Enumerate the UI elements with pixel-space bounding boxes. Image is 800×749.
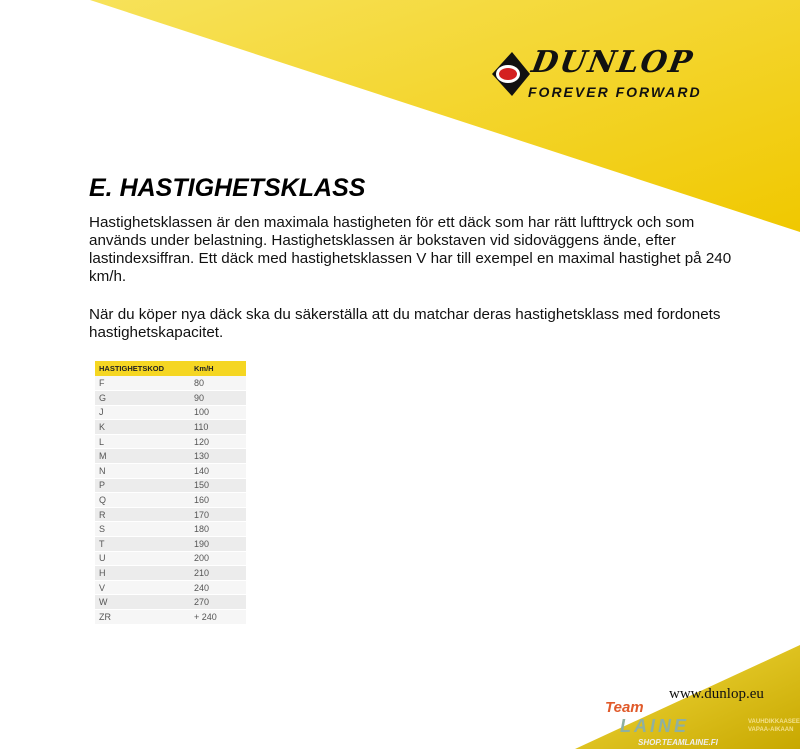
table-row: G 90	[95, 390, 246, 406]
table-row: ZR + 240	[95, 609, 246, 625]
speed-kmh: 270	[190, 594, 246, 610]
speed-code: ZR	[95, 609, 190, 625]
speed-kmh: 110	[190, 419, 246, 435]
table-row: K 110	[95, 419, 246, 435]
brand-tagline: FOREVER FORWARD	[528, 84, 702, 100]
speed-kmh: 240	[190, 580, 246, 596]
table-row: R 170	[95, 507, 246, 523]
speed-kmh: 140	[190, 463, 246, 479]
watermark-team: Team	[605, 699, 644, 716]
speed-kmh: 120	[190, 434, 246, 450]
table-row: V 240	[95, 580, 246, 596]
bottom-yellow-band	[575, 645, 800, 749]
table-row: P 150	[95, 478, 246, 494]
header-kmh: Km/H	[190, 361, 246, 376]
speed-code: M	[95, 448, 190, 465]
speed-code: W	[95, 594, 190, 610]
watermark-laine: LAINE	[620, 716, 689, 736]
speed-code: Q	[95, 492, 190, 508]
speed-kmh: 200	[190, 551, 246, 567]
speed-code: G	[95, 390, 190, 406]
speed-kmh: 90	[190, 390, 246, 406]
speed-kmh: 100	[190, 405, 246, 421]
watermark-side-text: VAUHDIKKAASEEN VAPAA-AIKAAN	[748, 718, 800, 734]
table-row: F 80	[95, 376, 246, 392]
speed-kmh: 130	[190, 448, 246, 465]
speed-code: F	[95, 376, 190, 392]
watermark-side-line: VAUHDIKKAASEEN	[748, 719, 800, 725]
speed-kmh: 160	[190, 492, 246, 508]
speed-code: S	[95, 521, 190, 538]
speed-kmh: 210	[190, 565, 246, 581]
table-row: U 200	[95, 551, 246, 567]
speed-code: U	[95, 551, 190, 567]
speed-code: J	[95, 405, 190, 421]
speed-code: T	[95, 536, 190, 552]
speed-kmh: 150	[190, 478, 246, 494]
website-url: www.dunlop.eu	[669, 686, 764, 702]
speed-code: N	[95, 463, 190, 479]
header-code: HASTIGHETSKOD	[95, 361, 190, 376]
dunlop-flying-d-icon	[492, 52, 530, 96]
top-yellow-band	[90, 0, 800, 232]
speed-class-table: HASTIGHETSKOD Km/H F 80 G 90 J 100 K 110 L 120 M 130…	[95, 361, 246, 625]
table-row: T 190	[95, 536, 246, 552]
table-row: H 210	[95, 565, 246, 581]
table-row: S 180	[95, 521, 246, 538]
watermark-side-line: VAPAA-AIKAAN	[748, 727, 794, 733]
speed-kmh: 80	[190, 376, 246, 392]
speed-kmh: 190	[190, 536, 246, 552]
speed-kmh: 180	[190, 521, 246, 538]
brand-logo: DUNLOP	[529, 45, 697, 80]
speed-kmh: + 240	[190, 609, 246, 625]
table-row: Q 160	[95, 492, 246, 508]
page-title: E. HASTIGHETSKLASS	[89, 174, 366, 202]
speed-code: P	[95, 478, 190, 494]
paragraph-definition: Hastighetsklassen är den maximala hastig…	[89, 214, 732, 285]
paragraph-advice: När du köper nya däck ska du säkerställa…	[89, 306, 721, 341]
speed-code: V	[95, 580, 190, 596]
watermark-shop: SHOP.TEAMLAINE.FI	[638, 738, 718, 747]
table-row: L 120	[95, 434, 246, 450]
table-row: J 100	[95, 405, 246, 421]
speed-code: R	[95, 507, 190, 523]
speed-code: K	[95, 419, 190, 435]
speed-code: H	[95, 565, 190, 581]
table-row: N 140	[95, 463, 246, 479]
table-row: M 130	[95, 448, 246, 465]
speed-kmh: 170	[190, 507, 246, 523]
table-row: W 270	[95, 594, 246, 610]
speed-code: L	[95, 434, 190, 450]
